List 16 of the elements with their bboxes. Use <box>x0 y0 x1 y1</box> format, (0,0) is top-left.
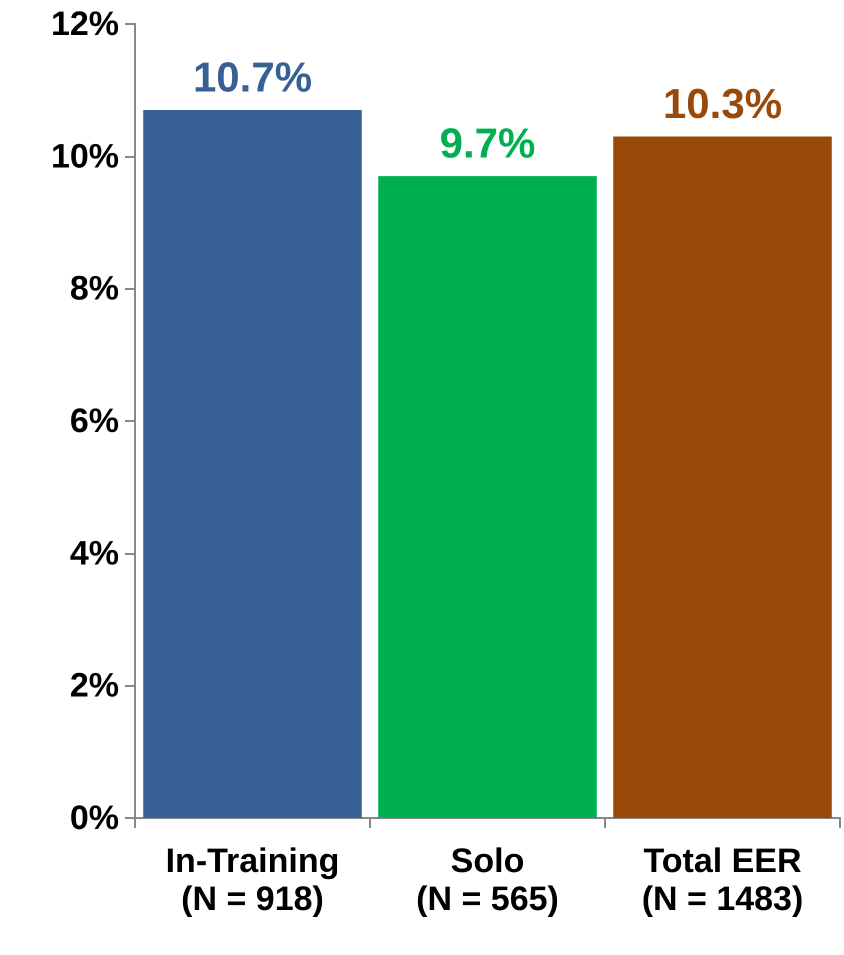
bar <box>378 176 597 818</box>
x-tick-label: Solo (N = 565) <box>416 842 559 918</box>
data-label: 9.7% <box>440 120 536 167</box>
y-tick-label: 0% <box>70 799 119 837</box>
data-label: 10.7% <box>192 54 312 101</box>
y-tick-label: 8% <box>70 270 119 308</box>
y-tick-label: 6% <box>70 402 119 440</box>
bar <box>143 110 362 818</box>
y-tick-label: 10% <box>50 137 119 176</box>
y-tick-label: 2% <box>70 666 119 705</box>
y-tick-label: 4% <box>70 534 119 572</box>
x-tick-label: Total EER (N = 1483) <box>642 842 804 918</box>
bar <box>613 136 832 818</box>
y-tick-label: 12% <box>50 5 119 43</box>
x-tick-label: In-Training (N = 918) <box>166 842 340 918</box>
data-label: 10.3% <box>662 80 782 127</box>
